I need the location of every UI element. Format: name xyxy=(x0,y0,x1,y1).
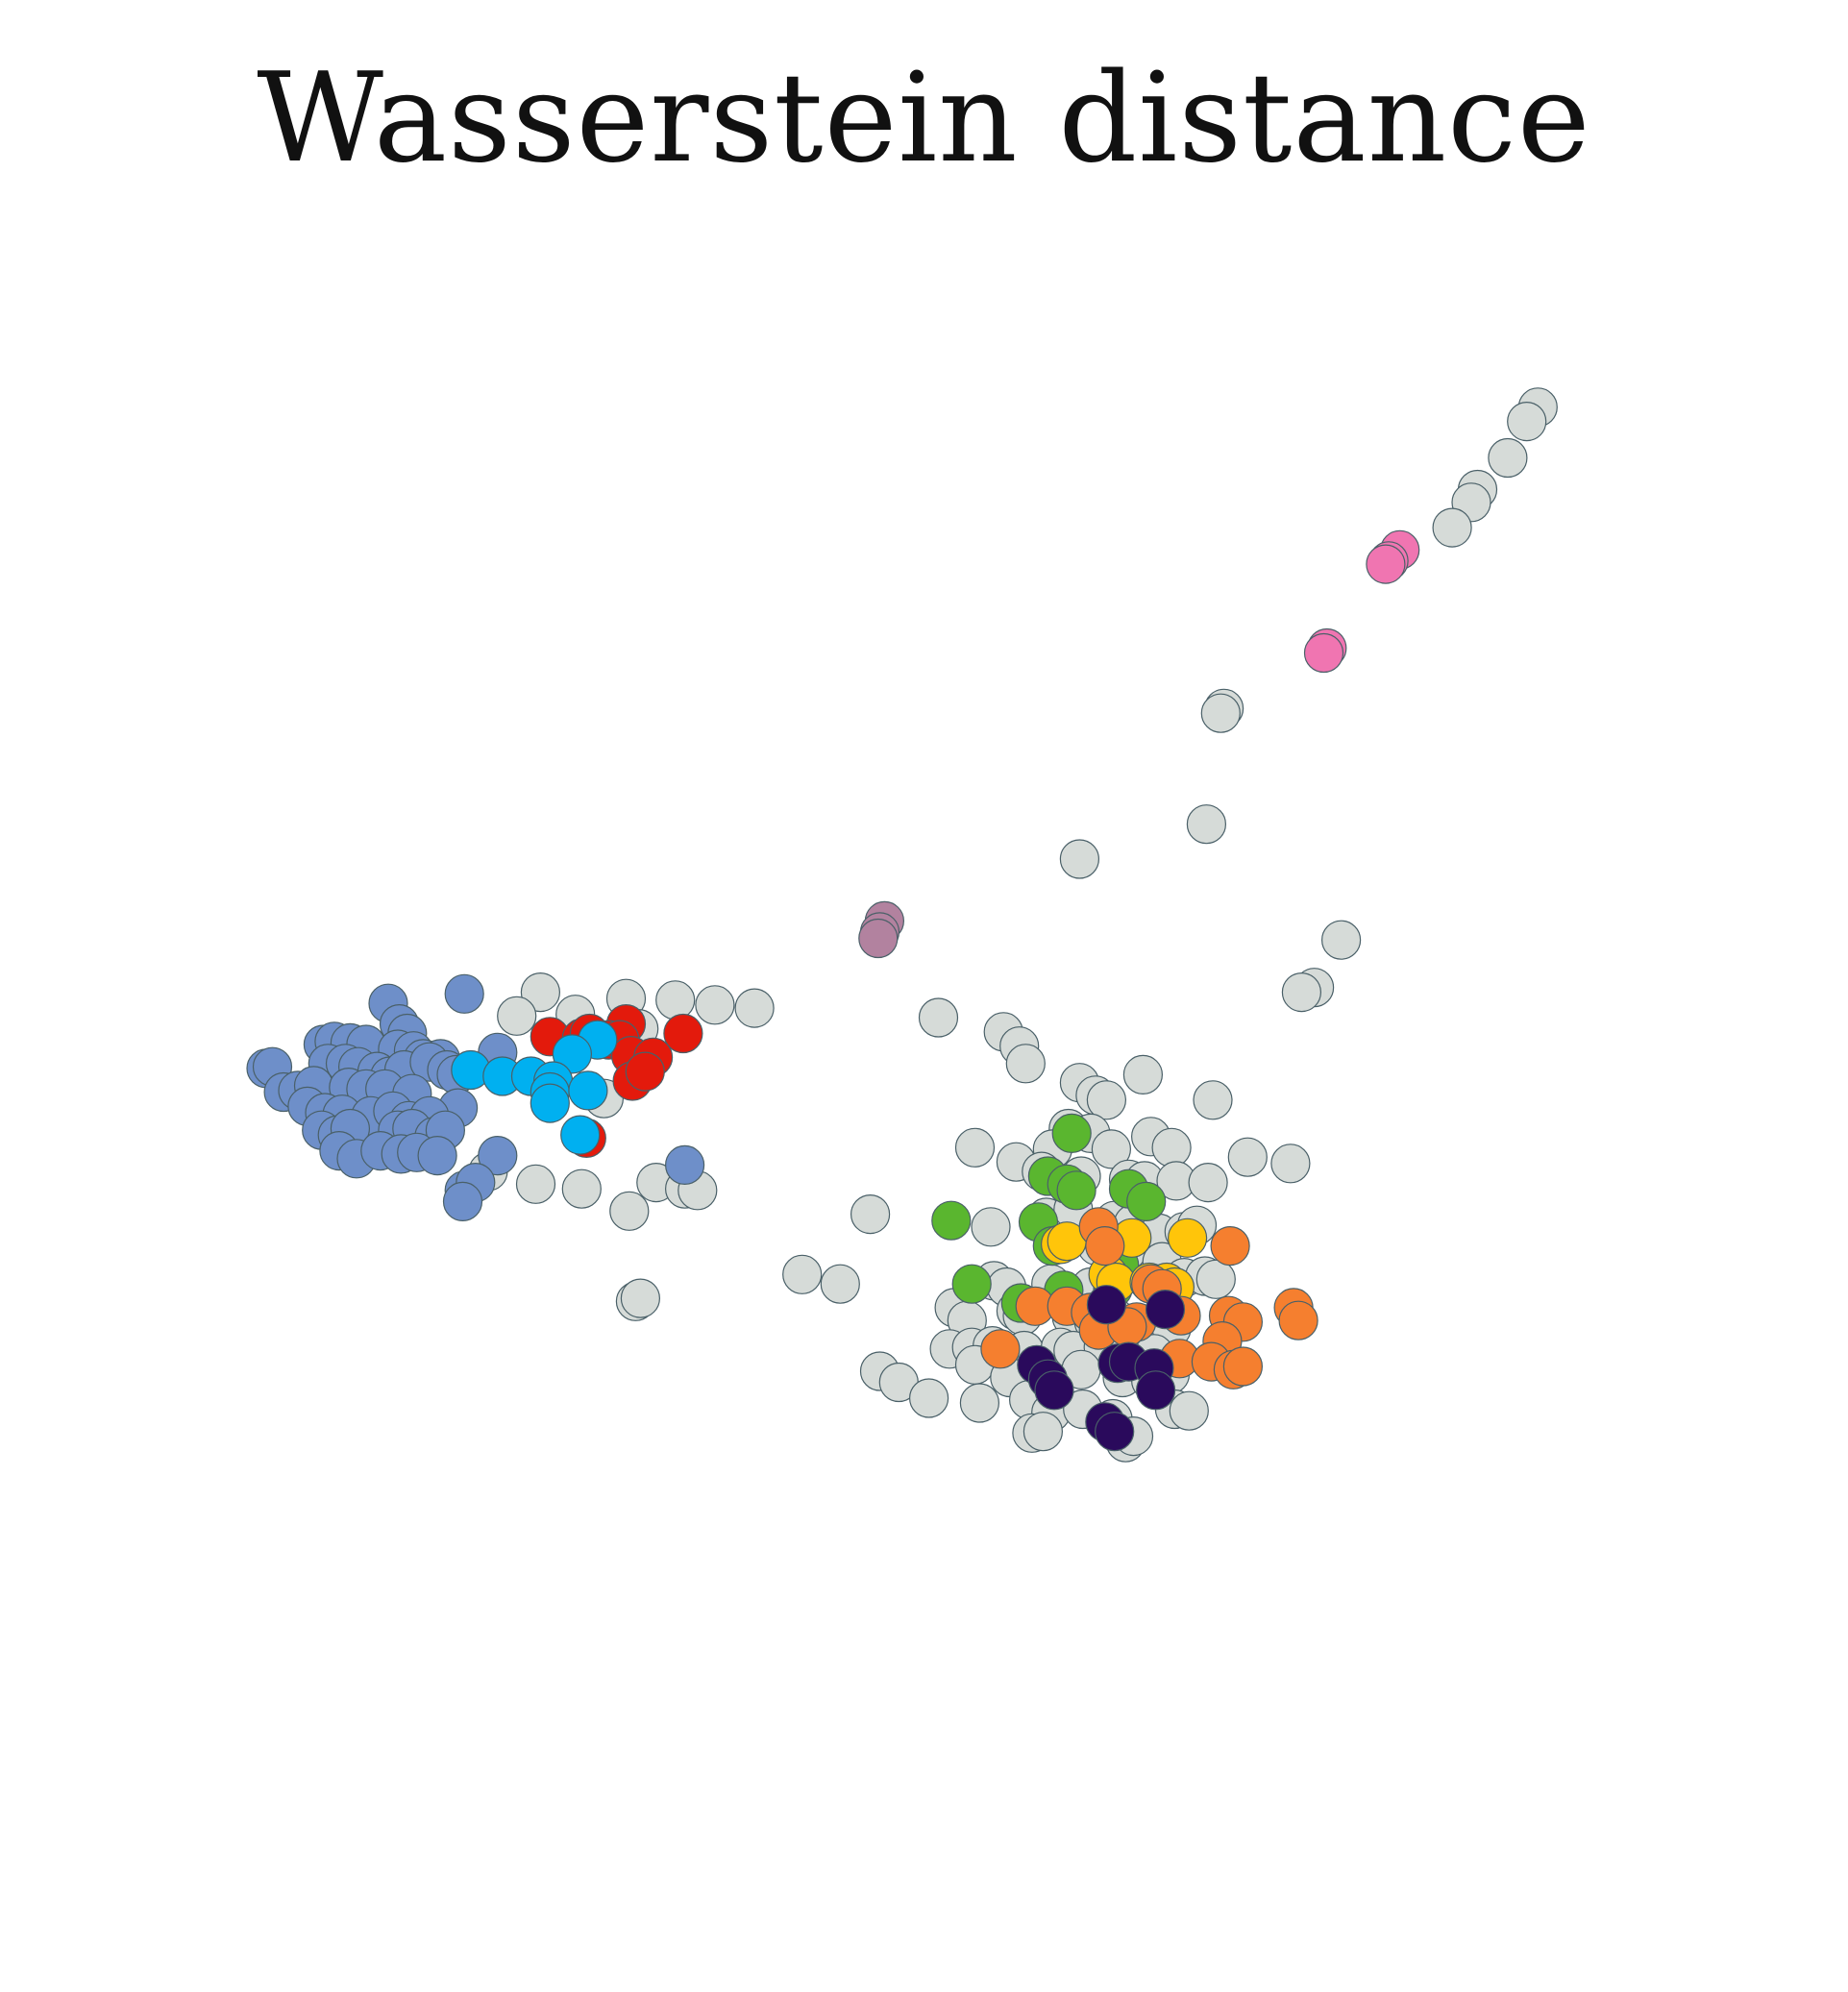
scatter-point xyxy=(1188,1162,1228,1203)
series-5 xyxy=(858,900,905,959)
scatter-point xyxy=(1086,1285,1127,1325)
scatter-point xyxy=(971,1207,1011,1247)
scatter-point xyxy=(664,1144,705,1186)
scatter-point xyxy=(515,1164,556,1204)
scatter-point xyxy=(442,1181,483,1222)
scatter-point xyxy=(1303,632,1344,674)
scatter-point xyxy=(918,997,959,1038)
scatter-point xyxy=(1005,1044,1046,1084)
scatter-point xyxy=(1086,1080,1127,1120)
scatter-point xyxy=(1056,1170,1096,1211)
scatter-point xyxy=(1051,1113,1092,1154)
scatter-point xyxy=(1135,1370,1176,1411)
scatter-point xyxy=(560,1115,601,1155)
series-3 xyxy=(451,1020,618,1155)
scatter-point xyxy=(1095,1412,1135,1452)
scatter-point xyxy=(1034,1370,1074,1411)
scatter-point xyxy=(820,1264,860,1304)
scatter-point xyxy=(1507,402,1547,442)
scatter-point xyxy=(1320,920,1362,960)
scatter-point xyxy=(1193,1080,1233,1120)
scatter-point xyxy=(1281,971,1322,1013)
chart-title: Wasserstein distance xyxy=(257,47,1591,190)
scatter-point xyxy=(908,1378,949,1418)
scatter-point xyxy=(1126,1181,1167,1222)
scatter-point xyxy=(1195,1259,1236,1299)
scatter-point xyxy=(931,1200,972,1241)
scatter-point xyxy=(959,1383,1000,1423)
scatter-point xyxy=(625,1051,665,1092)
series-1 xyxy=(246,973,705,1222)
scatter-point xyxy=(1488,437,1528,479)
scatter-point xyxy=(1222,1346,1264,1387)
scatter-point xyxy=(655,980,696,1021)
series-8 xyxy=(980,1207,1318,1389)
scatter-point xyxy=(1432,507,1472,548)
scatter-point xyxy=(1085,1225,1125,1267)
scatter-point xyxy=(1210,1225,1250,1267)
scatter-point xyxy=(1059,839,1100,879)
scatter-point xyxy=(568,1070,608,1111)
scatter-point xyxy=(609,1191,650,1231)
scatter-point xyxy=(1145,1289,1186,1330)
scatter-point xyxy=(734,988,775,1028)
scatter-point xyxy=(850,1193,891,1235)
scatter-point xyxy=(478,1135,518,1176)
scatter-point xyxy=(858,918,899,959)
scatter-point xyxy=(497,996,537,1036)
scatter-point xyxy=(1151,1127,1192,1168)
scatter-point xyxy=(1169,1390,1209,1431)
scatter-point xyxy=(695,985,735,1025)
scatter-point xyxy=(1200,693,1241,733)
scatter-point xyxy=(1167,1217,1208,1258)
scatter-point xyxy=(1366,544,1406,584)
scatter-point xyxy=(1122,1054,1164,1095)
scatter-point xyxy=(1270,1144,1311,1184)
scatter-point xyxy=(951,1264,992,1304)
scatter-point xyxy=(520,971,561,1013)
scatter-point xyxy=(663,1013,703,1054)
scatter-point xyxy=(782,1254,823,1294)
scatter-point xyxy=(530,1083,570,1123)
points-layer xyxy=(246,387,1558,1463)
scatter-point xyxy=(1186,804,1227,845)
scatter-point xyxy=(1227,1137,1268,1177)
scatter-point xyxy=(1023,1412,1064,1452)
scatter-point xyxy=(620,1278,661,1318)
series-4 xyxy=(1303,529,1420,674)
scatter-point xyxy=(954,1127,996,1168)
scatter-point xyxy=(561,1168,602,1209)
scatter-point xyxy=(980,1329,1021,1369)
scatter-point xyxy=(1278,1300,1318,1340)
series-9 xyxy=(1017,1285,1186,1452)
scatter-point xyxy=(444,973,484,1014)
scatter-point xyxy=(417,1135,457,1176)
scatter-point xyxy=(1091,1129,1132,1169)
